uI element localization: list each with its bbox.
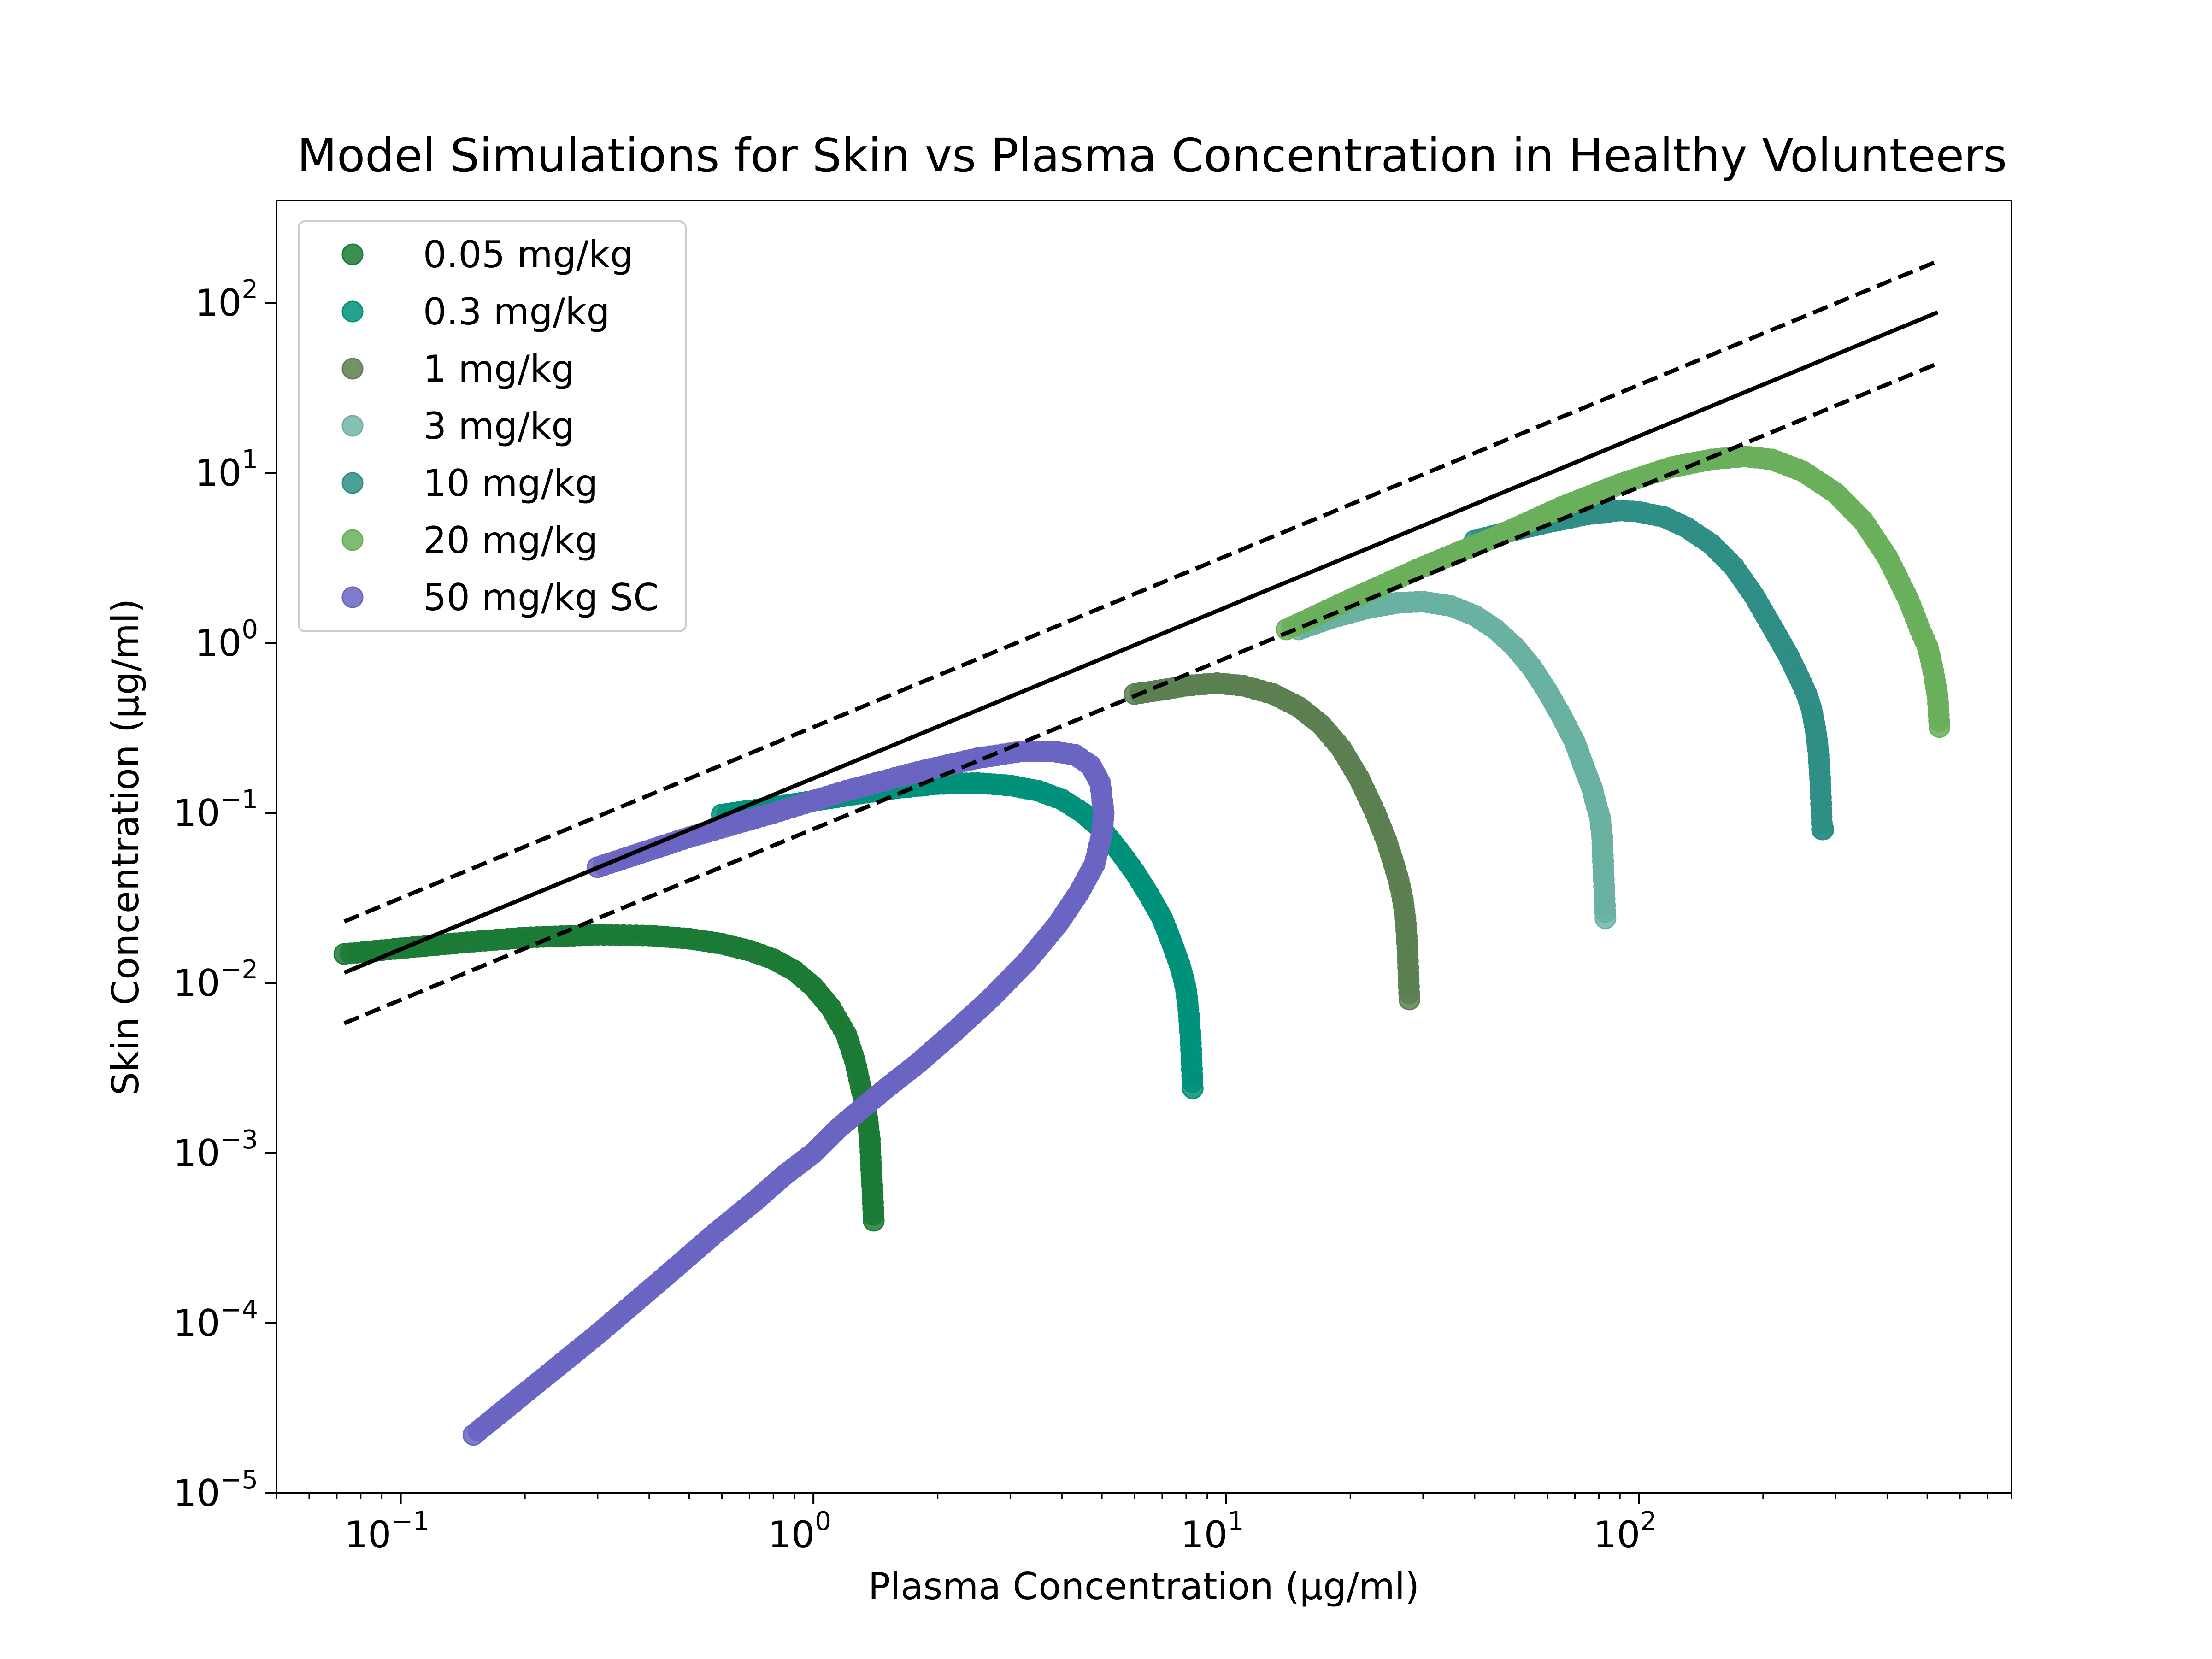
legend-marker <box>341 300 364 323</box>
legend-label: 10 mg/kg <box>423 462 598 505</box>
data-point <box>1594 907 1617 930</box>
series-layer <box>333 445 1951 1446</box>
x-tick-label: 10−1 <box>344 1506 429 1556</box>
data-point <box>863 1210 885 1232</box>
legend-label: 1 mg/kg <box>423 347 575 390</box>
legend-label: 20 mg/kg <box>423 519 598 562</box>
x-axis-label: Plasma Concentration (µg/ml) <box>868 1565 1419 1608</box>
chart-title: Model Simulations for Skin vs Plasma Con… <box>297 129 2007 182</box>
lower-bound-line <box>343 361 1939 1025</box>
data-point <box>1929 716 1951 738</box>
x-tick-label: 101 <box>1181 1506 1244 1556</box>
data-point <box>462 1424 484 1446</box>
x-tick-label: 100 <box>768 1506 831 1556</box>
y-tick-label: 102 <box>195 275 258 324</box>
series-5 <box>1276 445 1951 738</box>
series-2 <box>1124 672 1420 1011</box>
x-tick-label: 102 <box>1594 1506 1657 1556</box>
legend-marker <box>341 529 364 551</box>
y-tick-label: 10−5 <box>173 1465 258 1515</box>
ticks-layer: 10−1 100 101 102 10−5 10−4 10−3 10−2 10−1 100 101 1… <box>173 275 2012 1556</box>
data-point <box>1398 988 1420 1011</box>
legend-label: 3 mg/kg <box>423 405 575 447</box>
legend-frame <box>298 220 687 632</box>
legend-marker <box>341 415 364 437</box>
legend-marker <box>341 586 364 608</box>
plot-frame <box>276 200 2012 1494</box>
y-tick-label: 10−1 <box>173 785 258 835</box>
upper-bound-line <box>343 259 1939 924</box>
legend-marker <box>341 358 364 380</box>
legend-label: 50 mg/kg SC <box>423 576 659 619</box>
legend-marker <box>341 243 364 265</box>
unity-line <box>343 310 1939 975</box>
y-tick-label: 10−2 <box>173 955 258 1005</box>
y-tick-label: 101 <box>195 445 258 494</box>
y-tick-label: 10−4 <box>173 1295 258 1345</box>
data-point <box>1182 1077 1204 1100</box>
y-tick-label: 100 <box>195 615 258 665</box>
reference-lines-layer <box>343 259 1939 1025</box>
data-point <box>1812 818 1835 841</box>
legend-marker <box>341 472 364 494</box>
y-tick-label: 10−3 <box>173 1125 258 1175</box>
legend-label: 0.05 mg/kg <box>423 233 633 276</box>
y-axis-label: Skin Concentration (µg/ml) <box>104 599 147 1095</box>
legend: 0.05 mg/kg 0.3 mg/kg 1 mg/kg 3 mg/kg 10 mg/k… <box>298 220 687 632</box>
legend-label: 0.3 mg/kg <box>423 290 610 333</box>
series-6 <box>462 741 1115 1446</box>
